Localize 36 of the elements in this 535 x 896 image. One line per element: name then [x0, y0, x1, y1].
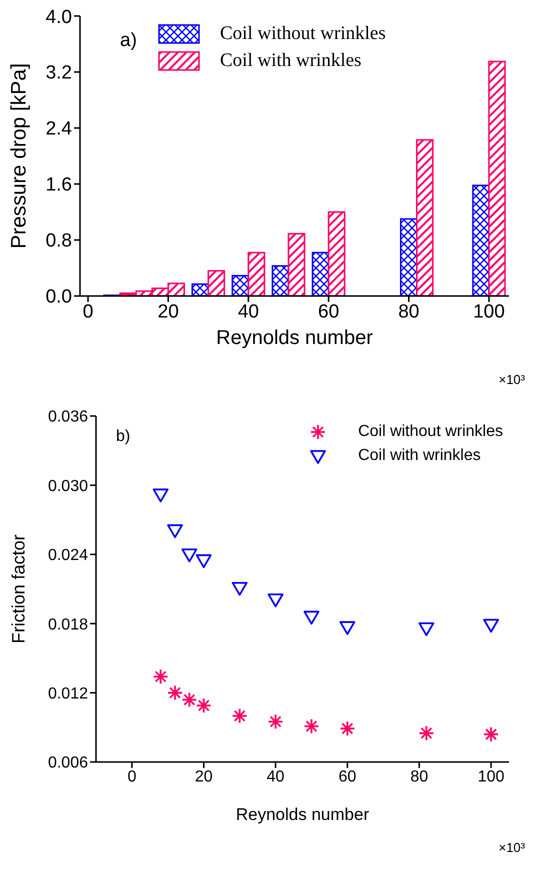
x-tick-label: 0: [82, 301, 94, 322]
y-tick-label: 0.024: [48, 547, 88, 564]
y-tick-label: 0.006: [48, 754, 88, 772]
legend-label: Coil with wrinkles: [220, 50, 362, 72]
legend-label: Coil with wrinkles: [358, 447, 481, 465]
x-tick-label: 40: [266, 768, 285, 786]
y-tick-label: 4.0: [46, 6, 72, 28]
y-tick-label: 2.4: [46, 118, 72, 140]
y-tick-label: 0.018: [48, 616, 88, 634]
y-tick-label: 0.030: [48, 478, 88, 495]
x-tick-label: 100: [478, 768, 504, 786]
x-tick-label: 80: [410, 768, 428, 786]
x-tick-label: 100: [473, 301, 505, 322]
x-tick-label: 0: [127, 768, 136, 786]
x-axis-title: Reynolds number: [216, 327, 374, 349]
legend-label: Coil without wrinkles: [220, 22, 386, 44]
x-tick-label: 60: [338, 768, 356, 786]
y-axis-title: Pressure drop [kPa]: [7, 63, 30, 249]
y-tick-label: 0.8: [46, 230, 72, 252]
legend-label: Coil without wrinkles: [358, 423, 503, 441]
x-tick-label: 80: [398, 301, 420, 322]
y-axis-title: Friction factor: [8, 534, 28, 644]
text: ×10³: [498, 840, 525, 855]
y-tick-label: 0.036: [48, 408, 88, 426]
x-axis-title: Reynolds number: [236, 805, 370, 824]
y-tick-label: 0.012: [48, 685, 88, 702]
x-tick-label: 40: [238, 301, 259, 322]
annotation: a): [120, 30, 137, 52]
y-tick-label: 0.0: [46, 286, 72, 308]
annotation: b): [116, 428, 130, 446]
x-tick-label: 20: [158, 301, 179, 322]
x-tick-label: 60: [318, 301, 340, 322]
y-tick-label: 3.2: [46, 62, 72, 84]
y-tick-label: 1.6: [46, 174, 72, 196]
x-tick-label: 20: [194, 768, 213, 786]
text: ×10³: [498, 372, 525, 387]
